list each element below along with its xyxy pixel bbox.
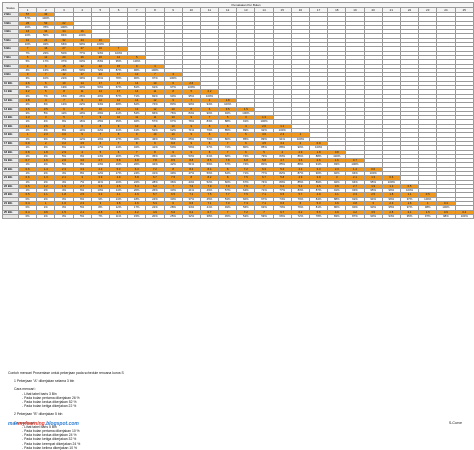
cumulative-row: 0%1%3%5%7%11%15%20%25%32%38%45%52%59%66%… bbox=[3, 214, 474, 218]
cumulative-cell: 93% bbox=[382, 214, 400, 218]
site-watermark[interactable]: masmylearning.blogspot.com bbox=[8, 421, 79, 427]
cumulative-cell: 97% bbox=[419, 214, 437, 218]
cumulative-cell: 7% bbox=[91, 214, 109, 218]
site-part-2: mylearning bbox=[18, 421, 45, 427]
cumulative-cell: 100% bbox=[455, 214, 474, 218]
cumulative-cell: 87% bbox=[346, 214, 364, 218]
cumulative-cell: 78% bbox=[310, 214, 328, 218]
site-part-1: mas bbox=[8, 421, 18, 427]
cumulative-cell: 11% bbox=[109, 214, 127, 218]
site-part-3: .blogspot.com bbox=[45, 421, 79, 427]
cumulative-cell: 83% bbox=[328, 214, 346, 218]
cumulative-cell: 72% bbox=[291, 214, 309, 218]
cumulative-cell: 3% bbox=[55, 214, 73, 218]
cumulative-cell: 15% bbox=[128, 214, 146, 218]
cumulative-cell: 20% bbox=[146, 214, 164, 218]
cumulative-cell: 38% bbox=[200, 214, 218, 218]
status-header: Status bbox=[3, 3, 19, 13]
cumulative-cell: 90% bbox=[364, 214, 382, 218]
cumulative-cell: 45% bbox=[219, 214, 237, 218]
cumulative-cell: 0% bbox=[19, 214, 37, 218]
cumulative-cell: 32% bbox=[182, 214, 200, 218]
cumulative-cell: 59% bbox=[255, 214, 273, 218]
cumulative-cell: 5% bbox=[73, 214, 91, 218]
method-step: - Pada bulan kelima dikerjakan 10 % bbox=[8, 446, 308, 450]
cumulative-cell: 52% bbox=[237, 214, 255, 218]
cumulative-cell: 98% bbox=[437, 214, 455, 218]
cumulative-cell: 95% bbox=[400, 214, 418, 218]
duration-label bbox=[3, 214, 19, 218]
notes-section: Contoh mencari Prosentase untuk pekerjaa… bbox=[8, 371, 308, 450]
cumulative-cell: 25% bbox=[164, 214, 182, 218]
cumulative-cell: 66% bbox=[273, 214, 291, 218]
cumulative-cell: 1% bbox=[37, 214, 55, 218]
footer-label: S-Curve bbox=[449, 421, 462, 425]
